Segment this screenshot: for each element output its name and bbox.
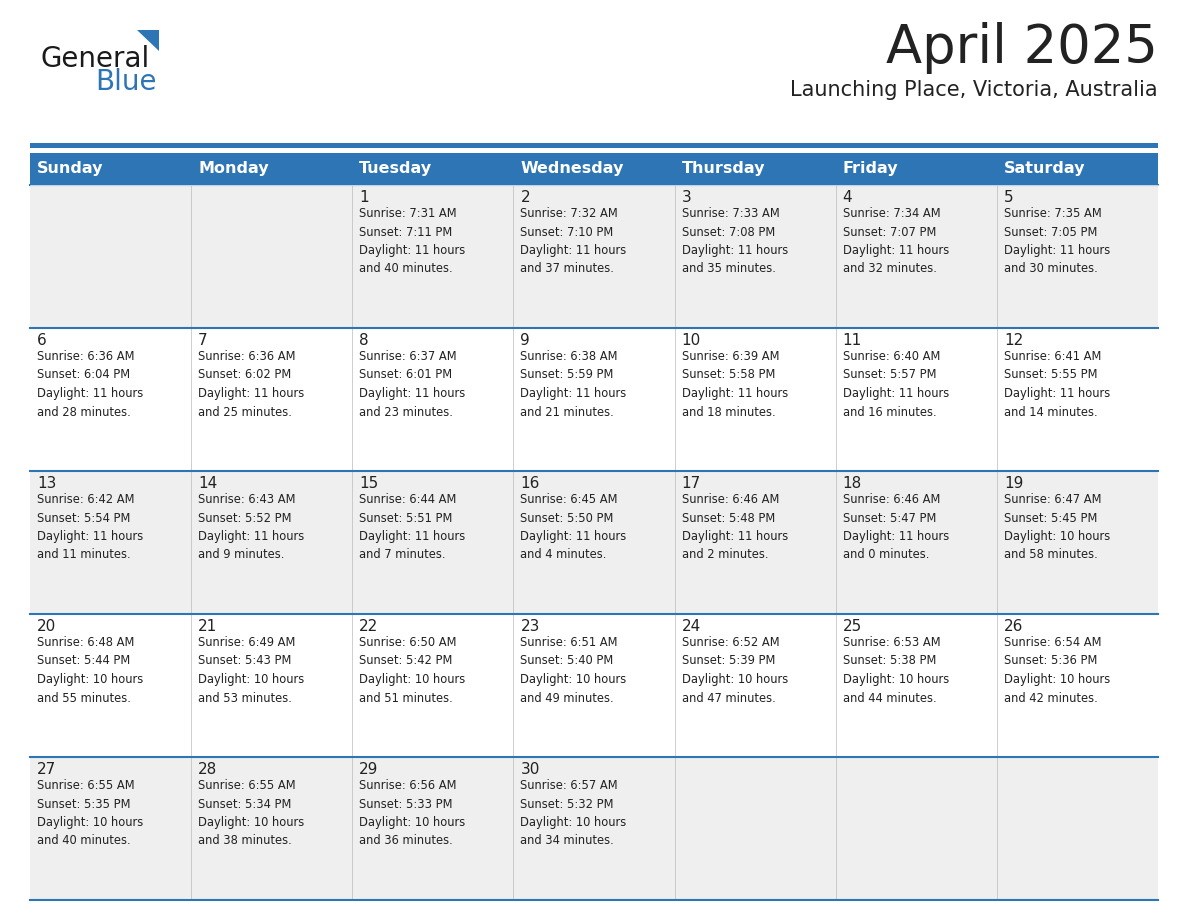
Text: Sunrise: 6:43 AM
Sunset: 5:52 PM
Daylight: 11 hours
and 9 minutes.: Sunrise: 6:43 AM Sunset: 5:52 PM Dayligh… — [198, 493, 304, 562]
Text: 11: 11 — [842, 333, 862, 348]
Text: 14: 14 — [198, 476, 217, 491]
Text: 20: 20 — [37, 619, 56, 634]
Text: Saturday: Saturday — [1004, 162, 1086, 176]
Text: Sunrise: 6:40 AM
Sunset: 5:57 PM
Daylight: 11 hours
and 16 minutes.: Sunrise: 6:40 AM Sunset: 5:57 PM Dayligh… — [842, 350, 949, 419]
Text: Sunrise: 6:37 AM
Sunset: 6:01 PM
Daylight: 11 hours
and 23 minutes.: Sunrise: 6:37 AM Sunset: 6:01 PM Dayligh… — [359, 350, 466, 419]
Text: 16: 16 — [520, 476, 539, 491]
Text: Sunrise: 6:46 AM
Sunset: 5:48 PM
Daylight: 11 hours
and 2 minutes.: Sunrise: 6:46 AM Sunset: 5:48 PM Dayligh… — [682, 493, 788, 562]
Text: 13: 13 — [37, 476, 56, 491]
Bar — [30, 328, 1158, 471]
Text: 2: 2 — [520, 190, 530, 205]
Text: Sunrise: 6:36 AM
Sunset: 6:04 PM
Daylight: 11 hours
and 28 minutes.: Sunrise: 6:36 AM Sunset: 6:04 PM Dayligh… — [37, 350, 144, 419]
Text: 18: 18 — [842, 476, 862, 491]
Text: 10: 10 — [682, 333, 701, 348]
Text: Friday: Friday — [842, 162, 898, 176]
Text: 29: 29 — [359, 762, 379, 777]
Text: Sunrise: 6:50 AM
Sunset: 5:42 PM
Daylight: 10 hours
and 51 minutes.: Sunrise: 6:50 AM Sunset: 5:42 PM Dayligh… — [359, 636, 466, 704]
Text: Sunday: Sunday — [37, 162, 103, 176]
Text: Sunrise: 6:41 AM
Sunset: 5:55 PM
Daylight: 11 hours
and 14 minutes.: Sunrise: 6:41 AM Sunset: 5:55 PM Dayligh… — [1004, 350, 1110, 419]
Text: 22: 22 — [359, 619, 379, 634]
Text: Sunrise: 6:55 AM
Sunset: 5:34 PM
Daylight: 10 hours
and 38 minutes.: Sunrise: 6:55 AM Sunset: 5:34 PM Dayligh… — [198, 779, 304, 847]
Bar — [30, 614, 1158, 757]
Text: Sunrise: 6:55 AM
Sunset: 5:35 PM
Daylight: 10 hours
and 40 minutes.: Sunrise: 6:55 AM Sunset: 5:35 PM Dayligh… — [37, 779, 144, 847]
Bar — [30, 185, 1158, 328]
Text: 9: 9 — [520, 333, 530, 348]
Text: 1: 1 — [359, 190, 369, 205]
Polygon shape — [137, 30, 159, 51]
Text: Sunrise: 6:42 AM
Sunset: 5:54 PM
Daylight: 11 hours
and 11 minutes.: Sunrise: 6:42 AM Sunset: 5:54 PM Dayligh… — [37, 493, 144, 562]
Bar — [30, 471, 1158, 614]
Text: Sunrise: 7:35 AM
Sunset: 7:05 PM
Daylight: 11 hours
and 30 minutes.: Sunrise: 7:35 AM Sunset: 7:05 PM Dayligh… — [1004, 207, 1110, 275]
Text: 23: 23 — [520, 619, 539, 634]
Text: Blue: Blue — [95, 68, 157, 96]
Text: Sunrise: 6:53 AM
Sunset: 5:38 PM
Daylight: 10 hours
and 44 minutes.: Sunrise: 6:53 AM Sunset: 5:38 PM Dayligh… — [842, 636, 949, 704]
Text: April 2025: April 2025 — [886, 22, 1158, 74]
Text: 27: 27 — [37, 762, 56, 777]
Text: 5: 5 — [1004, 190, 1013, 205]
Text: 17: 17 — [682, 476, 701, 491]
Text: 25: 25 — [842, 619, 862, 634]
Text: Sunrise: 6:51 AM
Sunset: 5:40 PM
Daylight: 10 hours
and 49 minutes.: Sunrise: 6:51 AM Sunset: 5:40 PM Dayligh… — [520, 636, 627, 704]
Text: Sunrise: 6:54 AM
Sunset: 5:36 PM
Daylight: 10 hours
and 42 minutes.: Sunrise: 6:54 AM Sunset: 5:36 PM Dayligh… — [1004, 636, 1110, 704]
Text: Sunrise: 6:44 AM
Sunset: 5:51 PM
Daylight: 11 hours
and 7 minutes.: Sunrise: 6:44 AM Sunset: 5:51 PM Dayligh… — [359, 493, 466, 562]
Text: Sunrise: 7:32 AM
Sunset: 7:10 PM
Daylight: 11 hours
and 37 minutes.: Sunrise: 7:32 AM Sunset: 7:10 PM Dayligh… — [520, 207, 627, 275]
Text: Sunrise: 6:57 AM
Sunset: 5:32 PM
Daylight: 10 hours
and 34 minutes.: Sunrise: 6:57 AM Sunset: 5:32 PM Dayligh… — [520, 779, 627, 847]
Text: Sunrise: 7:33 AM
Sunset: 7:08 PM
Daylight: 11 hours
and 35 minutes.: Sunrise: 7:33 AM Sunset: 7:08 PM Dayligh… — [682, 207, 788, 275]
Text: 28: 28 — [198, 762, 217, 777]
Text: Launching Place, Victoria, Australia: Launching Place, Victoria, Australia — [790, 80, 1158, 100]
Text: 4: 4 — [842, 190, 852, 205]
Text: 7: 7 — [198, 333, 208, 348]
Text: Sunrise: 6:36 AM
Sunset: 6:02 PM
Daylight: 11 hours
and 25 minutes.: Sunrise: 6:36 AM Sunset: 6:02 PM Dayligh… — [198, 350, 304, 419]
Text: 19: 19 — [1004, 476, 1023, 491]
Text: Sunrise: 6:46 AM
Sunset: 5:47 PM
Daylight: 11 hours
and 0 minutes.: Sunrise: 6:46 AM Sunset: 5:47 PM Dayligh… — [842, 493, 949, 562]
Bar — [30, 153, 1158, 185]
Bar — [30, 757, 1158, 900]
Text: Sunrise: 7:34 AM
Sunset: 7:07 PM
Daylight: 11 hours
and 32 minutes.: Sunrise: 7:34 AM Sunset: 7:07 PM Dayligh… — [842, 207, 949, 275]
Text: General: General — [40, 45, 150, 73]
Text: Sunrise: 6:48 AM
Sunset: 5:44 PM
Daylight: 10 hours
and 55 minutes.: Sunrise: 6:48 AM Sunset: 5:44 PM Dayligh… — [37, 636, 144, 704]
Text: 21: 21 — [198, 619, 217, 634]
Text: Sunrise: 6:47 AM
Sunset: 5:45 PM
Daylight: 10 hours
and 58 minutes.: Sunrise: 6:47 AM Sunset: 5:45 PM Dayligh… — [1004, 493, 1110, 562]
Text: Sunrise: 6:56 AM
Sunset: 5:33 PM
Daylight: 10 hours
and 36 minutes.: Sunrise: 6:56 AM Sunset: 5:33 PM Dayligh… — [359, 779, 466, 847]
Text: 30: 30 — [520, 762, 539, 777]
Text: 15: 15 — [359, 476, 379, 491]
Text: Sunrise: 7:31 AM
Sunset: 7:11 PM
Daylight: 11 hours
and 40 minutes.: Sunrise: 7:31 AM Sunset: 7:11 PM Dayligh… — [359, 207, 466, 275]
Text: Sunrise: 6:52 AM
Sunset: 5:39 PM
Daylight: 10 hours
and 47 minutes.: Sunrise: 6:52 AM Sunset: 5:39 PM Dayligh… — [682, 636, 788, 704]
Text: 26: 26 — [1004, 619, 1023, 634]
Text: 8: 8 — [359, 333, 369, 348]
Text: Thursday: Thursday — [682, 162, 765, 176]
Text: Sunrise: 6:38 AM
Sunset: 5:59 PM
Daylight: 11 hours
and 21 minutes.: Sunrise: 6:38 AM Sunset: 5:59 PM Dayligh… — [520, 350, 627, 419]
Bar — [30, 143, 1158, 148]
Text: 12: 12 — [1004, 333, 1023, 348]
Text: Wednesday: Wednesday — [520, 162, 624, 176]
Text: 24: 24 — [682, 619, 701, 634]
Text: Sunrise: 6:45 AM
Sunset: 5:50 PM
Daylight: 11 hours
and 4 minutes.: Sunrise: 6:45 AM Sunset: 5:50 PM Dayligh… — [520, 493, 627, 562]
Text: 3: 3 — [682, 190, 691, 205]
Text: Tuesday: Tuesday — [359, 162, 432, 176]
Text: Monday: Monday — [198, 162, 268, 176]
Text: 6: 6 — [37, 333, 46, 348]
Text: Sunrise: 6:49 AM
Sunset: 5:43 PM
Daylight: 10 hours
and 53 minutes.: Sunrise: 6:49 AM Sunset: 5:43 PM Dayligh… — [198, 636, 304, 704]
Text: Sunrise: 6:39 AM
Sunset: 5:58 PM
Daylight: 11 hours
and 18 minutes.: Sunrise: 6:39 AM Sunset: 5:58 PM Dayligh… — [682, 350, 788, 419]
